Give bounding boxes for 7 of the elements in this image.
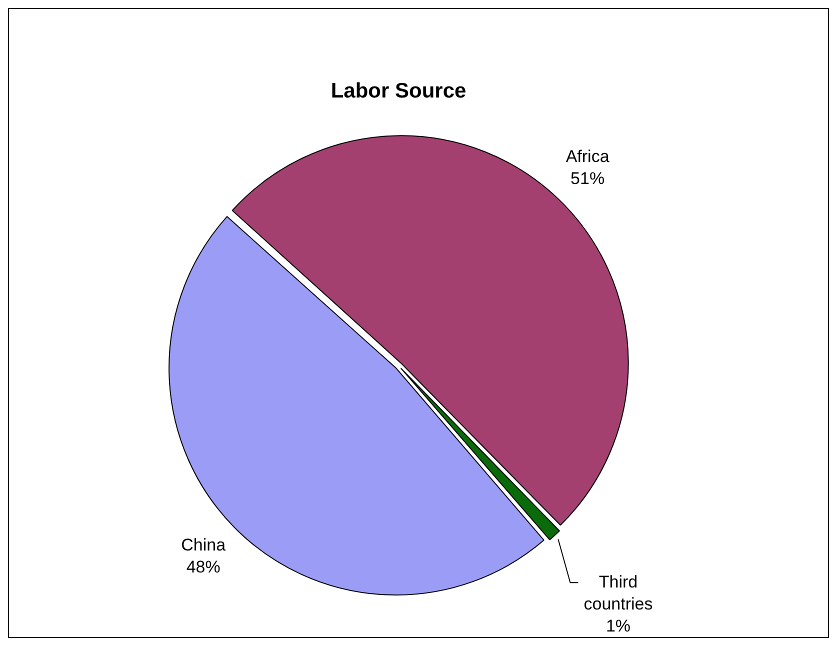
slice-label: Africa [566,147,610,166]
data-label: 1% [606,616,631,636]
slice-label: Third countries [584,572,653,614]
data-label: 48% [186,557,220,576]
chart-title: Labor Source [330,79,466,102]
slice-label: China [181,535,226,554]
data-label: 51% [570,169,605,188]
